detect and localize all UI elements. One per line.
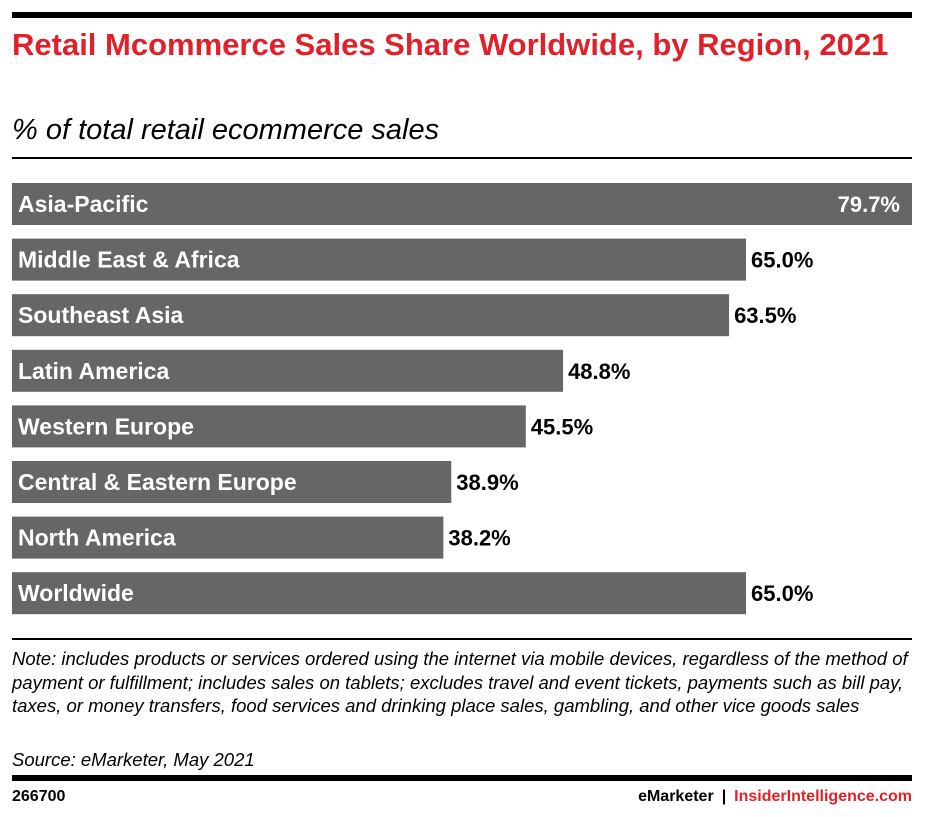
category-label-asia-pacific: Asia-Pacific xyxy=(18,191,149,217)
category-label-north-america: North America xyxy=(18,525,176,551)
category-label-western-europe: Western Europe xyxy=(18,413,194,439)
value-label-north-america: 38.2% xyxy=(448,526,510,551)
brand-footer: eMarketer | InsiderIntelligence.com xyxy=(638,788,912,806)
chart-note: Note: includes products or services orde… xyxy=(12,648,908,716)
bar-latin-america xyxy=(12,349,564,392)
value-label-southeast-asia: 63.5% xyxy=(734,303,796,328)
category-label-middle-east-africa: Middle East & Africa xyxy=(18,247,240,273)
value-label-asia-pacific: 79.7% xyxy=(838,192,900,217)
brand-emarketer: eMarketer xyxy=(638,788,714,805)
brand-insider-intelligence: InsiderIntelligence.com xyxy=(734,788,912,805)
chart-source: Source: eMarketer, May 2021 xyxy=(12,749,255,770)
subtitle-rule xyxy=(12,157,912,159)
bar-chart: Asia-Pacific 79.7% Middle East & Africa 65.… xyxy=(12,183,912,615)
bottom-rule xyxy=(12,775,912,781)
category-label-latin-america: Latin America xyxy=(18,358,169,384)
value-label-western-europe: 45.5% xyxy=(531,414,593,439)
bar-southeast-asia xyxy=(12,294,730,337)
note-rule xyxy=(12,638,912,640)
chart-id: 266700 xyxy=(12,788,66,805)
value-label-worldwide: 65.0% xyxy=(751,581,813,606)
bar-middle-east-africa xyxy=(12,238,747,281)
bar-asia-pacific xyxy=(12,183,912,225)
chart-subtitle: % of total retail ecommerce sales xyxy=(12,114,440,146)
category-label-southeast-asia: Southeast Asia xyxy=(18,302,184,328)
bar-worldwide xyxy=(12,572,747,615)
chart-title: Retail Mcommerce Sales Share Worldwide, … xyxy=(12,27,889,62)
top-rule xyxy=(12,12,912,18)
bar-western-europe xyxy=(12,405,526,448)
bar-central-eastern-europe xyxy=(12,461,452,503)
brand-separator: | xyxy=(721,788,727,805)
value-label-latin-america: 48.8% xyxy=(568,359,630,384)
value-label-middle-east-africa: 65.0% xyxy=(751,248,813,273)
bar-north-america xyxy=(12,516,444,559)
category-label-central-eastern-europe: Central & Eastern Europe xyxy=(18,469,297,495)
value-label-central-eastern-europe: 38.9% xyxy=(456,470,518,495)
category-label-worldwide: Worldwide xyxy=(18,580,134,606)
